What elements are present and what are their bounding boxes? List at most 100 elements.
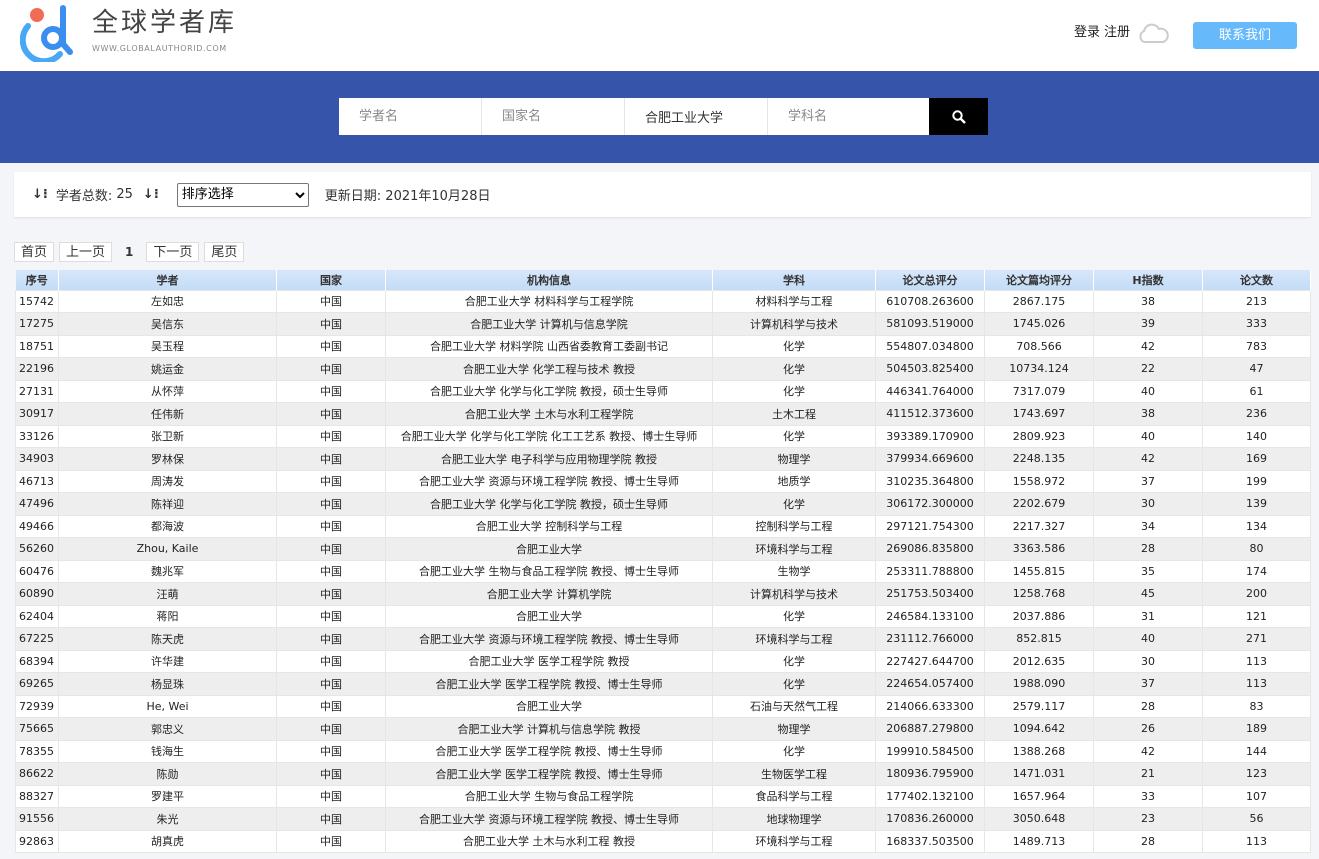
col-subject-cell: 物理学 xyxy=(712,447,876,471)
institution-input[interactable] xyxy=(625,98,768,135)
table-row[interactable]: 30917 任伟新 中国 合肥工业大学 土木与水利工程学院 土木工程 411512.373… xyxy=(15,402,1311,426)
table-row[interactable]: 86622 陈勋 中国 合肥工业大学 医学工程学院 教授、博士生导师 生物医学工程 180… xyxy=(15,762,1311,786)
col-scholar-cell[interactable]: 钱海生 xyxy=(58,739,277,763)
subject-input[interactable] xyxy=(768,98,929,135)
col-paper-count-cell: 80 xyxy=(1202,537,1311,561)
col-scholar-cell[interactable]: 魏兆军 xyxy=(58,559,277,583)
col-total-score-cell: 180936.795900 xyxy=(875,762,985,786)
col-h-index-cell: 22 xyxy=(1093,357,1203,381)
table-row[interactable]: 56260 Zhou, Kaile 中国 合肥工业大学 环境科学与工程 269086.83… xyxy=(15,537,1311,561)
col-subject-cell: 化学 xyxy=(712,672,876,696)
table-row[interactable]: 34903 罗林保 中国 合肥工业大学 电子科学与应用物理学院 教授 物理学 379934… xyxy=(15,447,1311,471)
col-total-score-cell: 269086.835800 xyxy=(875,537,985,561)
sort-icon[interactable]: ↓⁝ xyxy=(32,187,48,202)
col-scholar-cell[interactable]: 罗林保 xyxy=(58,447,277,471)
logo-icon[interactable] xyxy=(20,4,80,62)
table-row[interactable]: 88327 罗建平 中国 合肥工业大学 生物与食品工程学院 食品科学与工程 177402.… xyxy=(15,784,1311,808)
col-scholar-cell[interactable]: 朱光 xyxy=(58,807,277,831)
table-row[interactable]: 60890 汪萌 中国 合肥工业大学 计算机学院 计算机科学与技术 251753.5034… xyxy=(15,582,1311,606)
table-row[interactable]: 75665 郭忠义 中国 合肥工业大学 计算机与信息学院 教授 物理学 206887.27… xyxy=(15,717,1311,741)
col-h-index-cell: 38 xyxy=(1093,402,1203,426)
toolbar: ↓⁝ 学者总数: 25 ↓⁝ 排序选择 更新日期: 2021年10月28日 xyxy=(14,172,1311,217)
table-row[interactable]: 18751 吴玉程 中国 合肥工业大学 材料学院 山西省委教育工委副书记 化学 55480… xyxy=(15,334,1311,358)
col-subject-cell: 计算机科学与技术 xyxy=(712,582,876,606)
table-row[interactable]: 62404 蒋阳 中国 合肥工业大学 化学 246584.133100 2037.886 31… xyxy=(15,604,1311,628)
col-scholar-cell[interactable]: 胡真虎 xyxy=(58,829,277,853)
table-row[interactable]: 69265 杨显珠 中国 合肥工业大学 医学工程学院 教授、博士生导师 化学 224654… xyxy=(15,672,1311,696)
col-institution-cell: 合肥工业大学 化学与化工学院 教授，硕士生导师 xyxy=(385,492,713,516)
col-paper-count-header: 论文数 xyxy=(1202,270,1311,290)
table-row[interactable]: 78355 钱海生 中国 合肥工业大学 医学工程学院 教授、博士生导师 化学 199910… xyxy=(15,739,1311,763)
col-h-index-header: H指数 xyxy=(1093,270,1203,290)
col-avg-score-cell: 1094.642 xyxy=(984,717,1094,741)
col-scholar-cell[interactable]: 杨显珠 xyxy=(58,672,277,696)
search-button[interactable] xyxy=(929,98,988,135)
login-link[interactable]: 登录 xyxy=(1074,25,1101,40)
first-page-button[interactable]: 首页 xyxy=(14,242,55,262)
col-scholar-cell[interactable]: 任伟新 xyxy=(58,402,277,426)
col-scholar-cell[interactable]: Zhou, Kaile xyxy=(58,537,277,561)
col-id-cell: 46713 xyxy=(15,469,59,493)
col-institution-cell: 合肥工业大学 化学工程与技术 教授 xyxy=(385,357,713,381)
col-scholar-cell[interactable]: 陈天虎 xyxy=(58,627,277,651)
col-scholar-cell[interactable]: 罗建平 xyxy=(58,784,277,808)
col-id-cell: 72939 xyxy=(15,694,59,718)
col-scholar-cell[interactable]: 左如忠 xyxy=(58,289,277,313)
col-subject-cell: 环境科学与工程 xyxy=(712,627,876,651)
col-scholar-cell[interactable]: 陈祥迎 xyxy=(58,492,277,516)
table-row[interactable]: 33126 张卫新 中国 合肥工业大学 化学与化工学院 化工工艺系 教授、博士生导师化… xyxy=(15,424,1311,448)
col-total-score-cell: 206887.279800 xyxy=(875,717,985,741)
col-scholar-cell[interactable]: 都海波 xyxy=(58,514,277,538)
sort-icon[interactable]: ↓⁝ xyxy=(142,187,159,202)
table-row[interactable]: 17275 吴信东 中国 合肥工业大学 计算机与信息学院 计算机科学与技术 581093.… xyxy=(15,312,1311,336)
total-count: 25 xyxy=(116,187,133,202)
contact-button[interactable]: 联系我们 xyxy=(1193,22,1297,49)
col-avg-score-cell: 1988.090 xyxy=(984,672,1094,696)
table-row[interactable]: 22196 姚运金 中国 合肥工业大学 化学工程与技术 教授 化学 504503.8254… xyxy=(15,357,1311,381)
register-link[interactable]: 注册 xyxy=(1104,25,1131,40)
table-row[interactable]: 92863 胡真虎 中国 合肥工业大学 土木与水利工程 教授 环境科学与工程 168337… xyxy=(15,829,1311,853)
col-h-index-cell: 37 xyxy=(1093,672,1203,696)
col-scholar-cell[interactable]: 郭忠义 xyxy=(58,717,277,741)
table-row[interactable]: 15742 左如忠 中国 合肥工业大学 材料科学与工程学院 材料科学与工程 610708.… xyxy=(15,289,1311,313)
scholar-input[interactable] xyxy=(339,98,482,135)
brand-url: WWW.GLOBALAUTHORID.COM xyxy=(92,44,227,53)
col-scholar-cell[interactable]: 张卫新 xyxy=(58,424,277,448)
last-page-button[interactable]: 尾页 xyxy=(204,242,245,262)
next-page-button[interactable]: 下一页 xyxy=(146,242,200,262)
col-avg-score-cell: 10734.124 xyxy=(984,357,1094,381)
col-scholar-header: 学者 xyxy=(58,270,277,290)
sort-select[interactable]: 排序选择 xyxy=(176,182,309,207)
col-scholar-cell[interactable]: 许华建 xyxy=(58,649,277,673)
col-institution-cell: 合肥工业大学 土木与水利工程学院 xyxy=(385,402,713,426)
col-scholar-cell[interactable]: 汪萌 xyxy=(58,582,277,606)
col-h-index-cell: 28 xyxy=(1093,829,1203,853)
col-scholar-cell[interactable]: 从怀萍 xyxy=(58,379,277,403)
col-avg-score-cell: 852.815 xyxy=(984,627,1094,651)
col-scholar-cell[interactable]: 周涛发 xyxy=(58,469,277,493)
col-country-cell: 中国 xyxy=(276,672,386,696)
table-row[interactable]: 72939 He, Wei 中国 合肥工业大学 石油与天然气工程 214066.63330… xyxy=(15,694,1311,718)
col-institution-cell: 合肥工业大学 计算机与信息学院 xyxy=(385,312,713,336)
col-id-cell: 68394 xyxy=(15,649,59,673)
col-total-score-cell: 306172.300000 xyxy=(875,492,985,516)
table-row[interactable]: 91556 朱光 中国 合肥工业大学 资源与环境工程学院 教授、博士生导师 地球物理学 1… xyxy=(15,807,1311,831)
col-paper-count-cell: 199 xyxy=(1202,469,1311,493)
col-scholar-cell[interactable]: 姚运金 xyxy=(58,357,277,381)
prev-page-button[interactable]: 上一页 xyxy=(59,242,113,262)
table-row[interactable]: 67225 陈天虎 中国 合肥工业大学 资源与环境工程学院 教授、博士生导师 环境科学与… xyxy=(15,627,1311,651)
col-scholar-cell[interactable]: 吴信东 xyxy=(58,312,277,336)
table-row[interactable]: 46713 周涛发 中国 合肥工业大学 资源与环境工程学院 教授、博士生导师 地质学 31… xyxy=(15,469,1311,493)
col-total-score-cell: 246584.133100 xyxy=(875,604,985,628)
table-row[interactable]: 60476 魏兆军 中国 合肥工业大学 生物与食品工程学院 教授、博士生导师 生物学 25… xyxy=(15,559,1311,583)
col-scholar-cell[interactable]: 陈勋 xyxy=(58,762,277,786)
col-total-score-cell: 504503.825400 xyxy=(875,357,985,381)
table-row[interactable]: 49466 都海波 中国 合肥工业大学 控制科学与工程 控制科学与工程 297121.75… xyxy=(15,514,1311,538)
col-scholar-cell[interactable]: 吴玉程 xyxy=(58,334,277,358)
col-scholar-cell[interactable]: He, Wei xyxy=(58,694,277,718)
table-row[interactable]: 68394 许华建 中国 合肥工业大学 医学工程学院 教授 化学 227427.64470… xyxy=(15,649,1311,673)
table-row[interactable]: 27131 从怀萍 中国 合肥工业大学 化学与化工学院 教授，硕士生导师 化学 44634… xyxy=(15,379,1311,403)
table-row[interactable]: 47496 陈祥迎 中国 合肥工业大学 化学与化工学院 教授，硕士生导师 化学 30617… xyxy=(15,492,1311,516)
col-scholar-cell[interactable]: 蒋阳 xyxy=(58,604,277,628)
country-input[interactable] xyxy=(482,98,625,135)
